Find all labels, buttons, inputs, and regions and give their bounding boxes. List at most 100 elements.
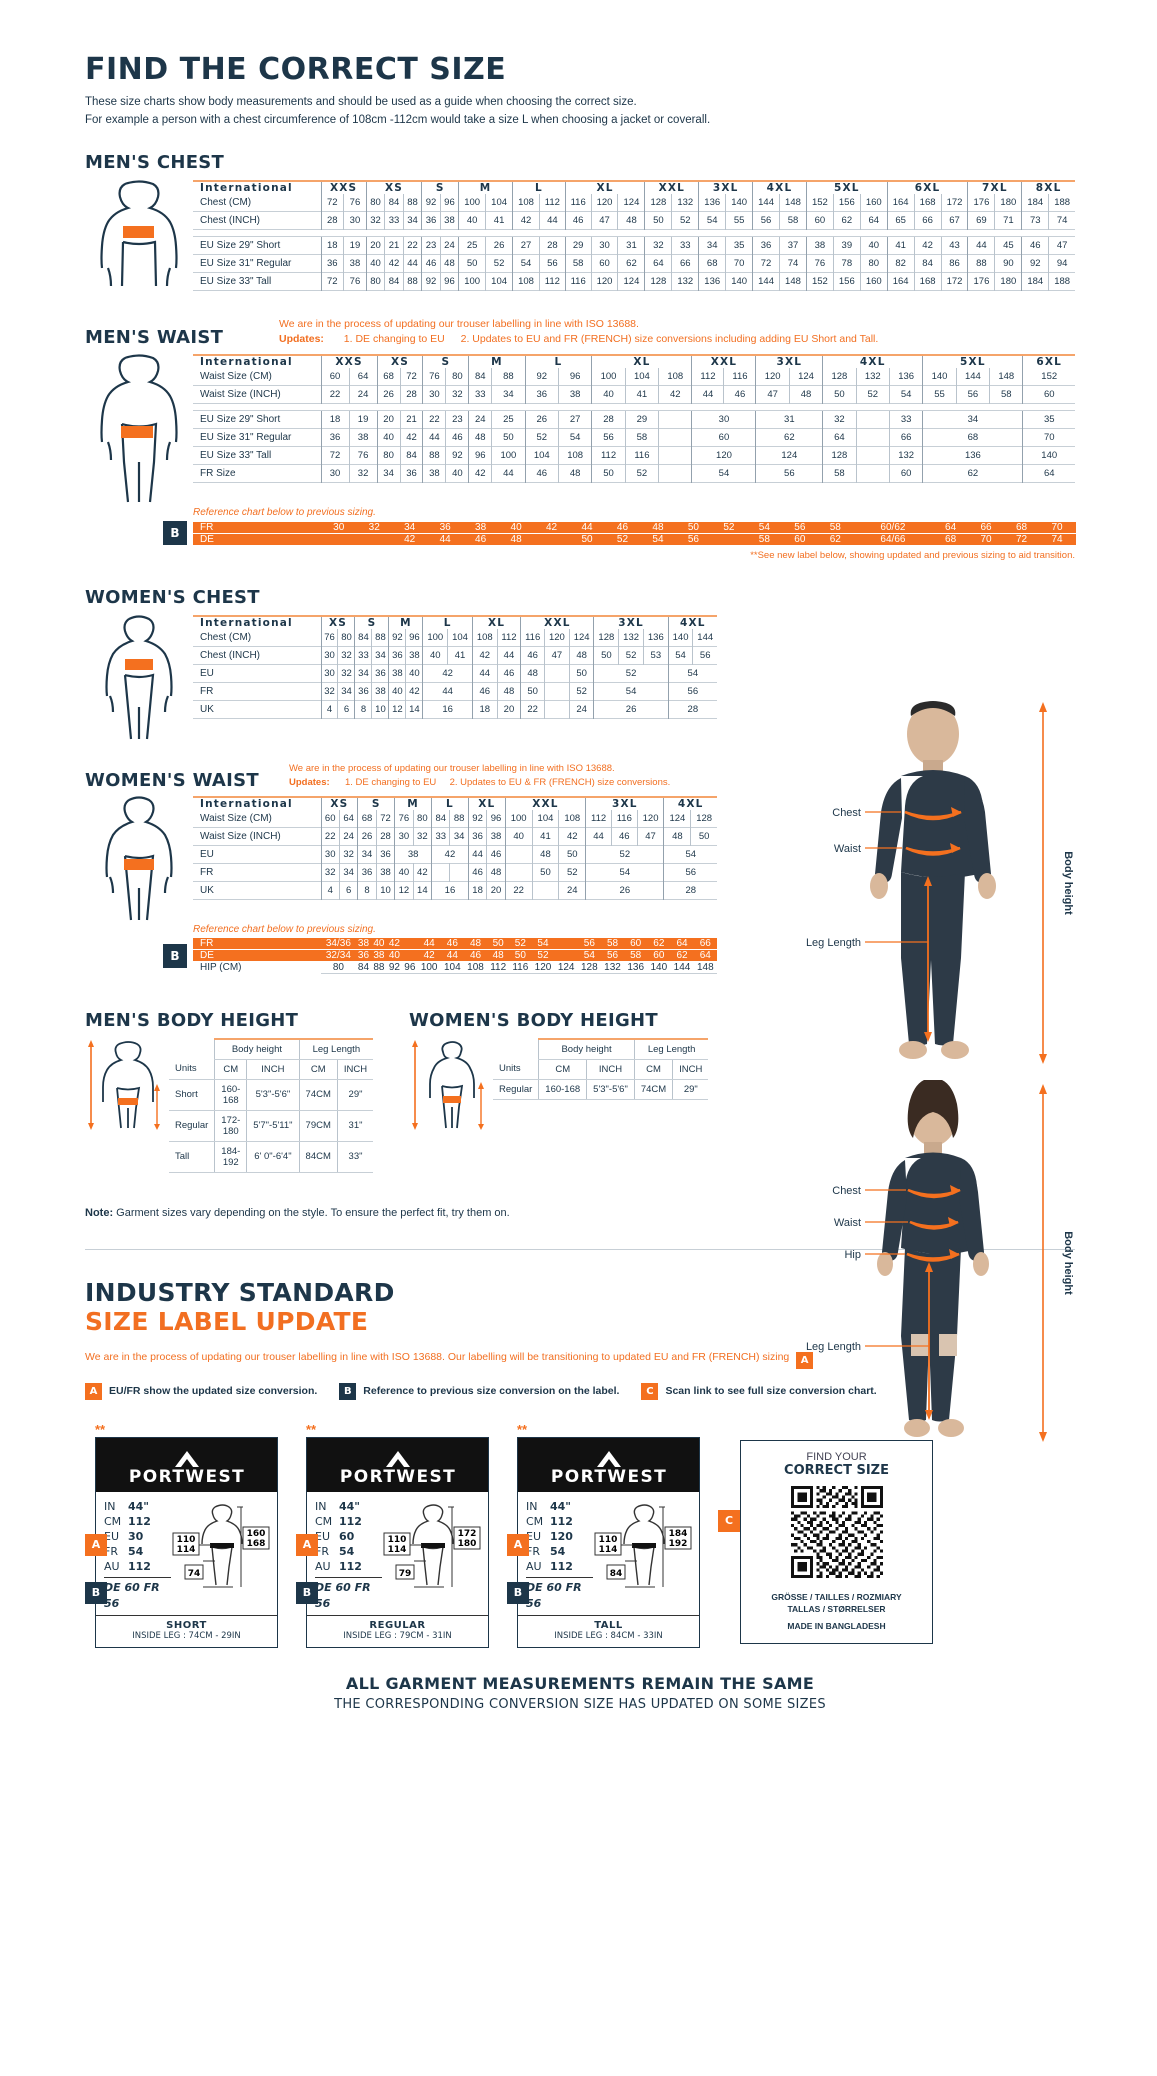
bh-units-label: Units <box>493 1059 539 1080</box>
size-header: 7XL <box>967 179 1022 194</box>
cell: 132 <box>888 446 923 465</box>
cell: 160 <box>859 193 888 212</box>
womens-waist-ref-note: Reference chart below to previous sizing… <box>193 923 376 935</box>
svg-text:PORTWEST: PORTWEST <box>339 1467 455 1485</box>
spec-key: IN <box>104 1499 116 1513</box>
womens-body-height-block: WOMEN'S BODY HEIGHT Body height Leg Lengt… <box>409 1010 709 1173</box>
size-header: S <box>354 615 389 630</box>
mens-waist-update-1: 1. DE changing to EU <box>343 333 445 346</box>
spec-key: IN <box>526 1499 538 1513</box>
cell: 72 <box>1003 532 1040 545</box>
cell: 28 <box>320 211 344 230</box>
cell: 100 <box>591 368 626 386</box>
row-label: FR <box>200 866 214 878</box>
size-header: 4XL <box>663 795 717 810</box>
mens-waist-update-2: 2. Updates to EU and FR (FRENCH) size co… <box>460 333 879 346</box>
cell: 28 <box>591 410 626 429</box>
cell: 38 <box>375 863 395 882</box>
cell: 46 <box>723 385 756 404</box>
size-header: 6XL <box>1022 354 1075 369</box>
mens-waist-table: International XXS XS S M L XL XXL 3XL 4XL 5XL 6XL Wa… <box>193 354 1075 483</box>
cell: 46 <box>440 937 464 950</box>
qr-foot-line3: MADE IN BANGLADESH <box>787 1621 886 1632</box>
cell: 68 <box>698 254 726 273</box>
cell: 25 <box>491 410 526 429</box>
cell: 56 <box>692 646 717 665</box>
spec-val: 112 <box>550 1514 573 1528</box>
cell: 50 <box>520 682 545 701</box>
cell: 68 <box>922 428 1023 447</box>
cell: 66 <box>888 428 923 447</box>
cell: 62 <box>817 532 854 545</box>
card-de-fr-3: DE 60 FR 56 <box>526 1577 593 1610</box>
cell: 35 <box>1022 410 1075 429</box>
card-footer-2: REGULAR INSIDE LEG : 79CM - 31IN <box>307 1614 488 1647</box>
cell: 116 <box>624 446 659 465</box>
spec-val: 54 <box>550 1545 566 1559</box>
cell: 112 <box>691 368 724 386</box>
cell <box>402 937 418 950</box>
cell: 32 <box>365 211 385 230</box>
womens-chest-figure <box>85 615 193 740</box>
cell: 22 <box>504 881 533 900</box>
label-update-intro: We are in the process of updating our tr… <box>85 1350 790 1363</box>
card-fit-detail-3: INSIDE LEG : 84CM - 33IN <box>554 1630 663 1641</box>
cell: 120 <box>636 809 664 828</box>
cell <box>855 464 890 483</box>
cell <box>531 881 559 900</box>
cell: 108 <box>558 809 586 828</box>
bh-group-leg-length: Leg Length <box>633 1037 709 1060</box>
cell: 32 <box>412 827 432 846</box>
cell: 52 <box>711 521 747 534</box>
qr-code-icon[interactable] <box>790 1485 883 1578</box>
size-header: XXS <box>320 354 378 369</box>
cell: 24 <box>348 385 378 404</box>
cell: 46 <box>486 845 506 864</box>
cell: 148 <box>779 193 807 212</box>
cell: 32 <box>356 521 392 534</box>
card-footer-3: TALL INSIDE LEG : 84CM - 33IN <box>518 1614 699 1647</box>
cell: 104 <box>447 629 473 647</box>
spec-key: CM <box>104 1514 122 1528</box>
spec-key: AU <box>315 1560 331 1574</box>
cell: 56 <box>538 254 566 273</box>
intro-line-1: These size charts show body measurements… <box>85 96 637 108</box>
cell: 52 <box>509 937 532 950</box>
cell: 48 <box>496 682 521 701</box>
cell: 96 <box>402 960 418 974</box>
label-legend: A EU/FR show the updated size conversion… <box>85 1382 1075 1400</box>
cell: 56 <box>755 464 823 483</box>
mens-waist-ref-note: Reference chart below to previous sizing… <box>193 507 376 519</box>
cell: 42 <box>468 464 492 483</box>
cell <box>855 446 890 465</box>
label-card-regular: ** PORTWEST IN 44" CM 112 EU 60 FR 54 <box>296 1422 489 1648</box>
cell: 30 <box>320 664 338 683</box>
cell: 54 <box>667 646 693 665</box>
cell: 8 <box>357 881 377 900</box>
cell: 38 <box>394 845 432 864</box>
cell: 42 <box>558 827 586 846</box>
size-header: M <box>468 354 526 369</box>
spec-val: 112 <box>128 1560 151 1574</box>
cell: 92 <box>524 368 559 386</box>
cell: 58 <box>600 937 625 950</box>
cell: 44 <box>471 664 498 683</box>
cell <box>504 863 533 882</box>
cell: 30 <box>321 521 357 534</box>
svg-text:180: 180 <box>458 1539 477 1549</box>
womens-waist-previous-table: FR 34/36 38 40 42 44 46 48 50 52 54 56 58 60 62 64 66 DE 3… <box>193 937 717 974</box>
cell <box>544 682 570 701</box>
cell: 34 <box>376 464 401 483</box>
womens-waist-notice-line1: We are in the process of updating our tr… <box>289 763 615 775</box>
qr-card[interactable]: FIND YOUR CORRECT SIZE <box>740 1439 933 1644</box>
cell: 52 <box>585 845 664 864</box>
cell: 124 <box>788 368 823 386</box>
cell: 39 <box>832 236 861 255</box>
spec-val: 112 <box>550 1560 573 1574</box>
cell: 180 <box>994 193 1022 212</box>
bh-cell: 5'3"-5'6" <box>246 1079 300 1111</box>
cell: 132 <box>600 960 625 974</box>
cell: 40 <box>498 521 534 534</box>
bh-row: Short 160-168 5'3"-5'6" 74CM 29" <box>169 1079 374 1111</box>
cell: 47 <box>590 211 618 230</box>
